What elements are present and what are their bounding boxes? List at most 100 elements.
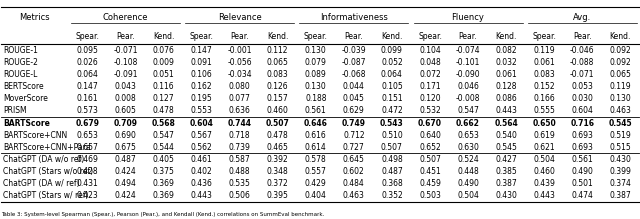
Text: 0.080: 0.080	[229, 82, 251, 91]
Text: 0.460: 0.460	[533, 167, 555, 176]
Text: 0.653: 0.653	[77, 131, 99, 140]
Text: 0.604: 0.604	[189, 118, 214, 127]
Text: 0.463: 0.463	[343, 191, 365, 200]
Text: 0.716: 0.716	[570, 118, 594, 127]
Text: 0.469: 0.469	[77, 155, 99, 164]
Text: 0.488: 0.488	[229, 167, 250, 176]
Text: 0.051: 0.051	[153, 70, 175, 79]
Text: 0.089: 0.089	[305, 70, 326, 79]
Text: 0.504: 0.504	[457, 191, 479, 200]
Text: -0.056: -0.056	[227, 58, 252, 67]
Text: 0.460: 0.460	[267, 106, 289, 115]
Text: 0.630: 0.630	[457, 143, 479, 152]
Text: -0.087: -0.087	[342, 58, 366, 67]
Text: 0.555: 0.555	[533, 106, 555, 115]
Text: 0.636: 0.636	[228, 106, 251, 115]
Text: -0.101: -0.101	[456, 58, 480, 67]
Text: 0.515: 0.515	[609, 143, 631, 152]
Text: 0.369: 0.369	[152, 191, 175, 200]
Text: ROUGE-2: ROUGE-2	[3, 58, 38, 67]
Text: 0.130: 0.130	[305, 46, 326, 55]
Text: 0.690: 0.690	[115, 131, 136, 140]
Text: 0.545: 0.545	[609, 118, 632, 127]
Text: 0.650: 0.650	[532, 118, 556, 127]
Text: 0.657: 0.657	[77, 143, 99, 152]
Text: 0.152: 0.152	[533, 82, 555, 91]
Text: 0.387: 0.387	[495, 179, 517, 188]
Text: 0.045: 0.045	[343, 94, 365, 103]
Text: 0.147: 0.147	[77, 82, 99, 91]
Text: 0.099: 0.099	[381, 46, 403, 55]
Text: 0.573: 0.573	[77, 106, 99, 115]
Text: 0.126: 0.126	[267, 82, 289, 91]
Text: 0.557: 0.557	[305, 167, 327, 176]
Text: 0.679: 0.679	[76, 118, 99, 127]
Text: 0.498: 0.498	[381, 155, 403, 164]
Text: 0.064: 0.064	[381, 70, 403, 79]
Text: 0.675: 0.675	[115, 143, 136, 152]
Text: 0.157: 0.157	[267, 94, 289, 103]
Text: 0.082: 0.082	[495, 46, 517, 55]
Text: ChatGPT (Stars w/ ref): ChatGPT (Stars w/ ref)	[3, 191, 89, 200]
Text: 0.487: 0.487	[115, 155, 136, 164]
Text: Fluency: Fluency	[452, 13, 484, 22]
Text: -0.068: -0.068	[342, 70, 366, 79]
Text: Spear.: Spear.	[304, 32, 328, 41]
Text: BARTScore+CNN+Para: BARTScore+CNN+Para	[3, 143, 91, 152]
Text: 0.506: 0.506	[228, 191, 251, 200]
Text: -0.074: -0.074	[456, 46, 481, 55]
Text: 0.693: 0.693	[572, 131, 593, 140]
Text: 0.166: 0.166	[533, 94, 555, 103]
Text: Informativeness: Informativeness	[320, 13, 388, 22]
Text: -0.034: -0.034	[227, 70, 252, 79]
Text: 0.092: 0.092	[609, 46, 631, 55]
Text: Kend.: Kend.	[609, 32, 631, 41]
Text: 0.130: 0.130	[305, 82, 326, 91]
Text: 0.501: 0.501	[572, 179, 593, 188]
Text: 0.404: 0.404	[305, 191, 327, 200]
Text: 0.092: 0.092	[609, 58, 631, 67]
Text: 0.104: 0.104	[419, 46, 441, 55]
Text: 0.561: 0.561	[572, 155, 593, 164]
Text: -0.039: -0.039	[342, 46, 366, 55]
Text: 0.428: 0.428	[77, 167, 99, 176]
Text: 0.490: 0.490	[572, 167, 593, 176]
Text: Pear.: Pear.	[573, 32, 591, 41]
Text: Spear.: Spear.	[418, 32, 442, 41]
Text: 0.640: 0.640	[419, 131, 441, 140]
Text: 0.423: 0.423	[77, 191, 99, 200]
Text: 0.429: 0.429	[305, 179, 326, 188]
Text: 0.507: 0.507	[266, 118, 290, 127]
Text: 0.568: 0.568	[152, 118, 175, 127]
Text: 0.727: 0.727	[343, 143, 365, 152]
Text: 0.044: 0.044	[343, 82, 365, 91]
Text: 0.519: 0.519	[609, 131, 631, 140]
Text: 0.461: 0.461	[191, 155, 212, 164]
Text: 0.424: 0.424	[115, 191, 136, 200]
Text: 0.430: 0.430	[609, 155, 631, 164]
Text: 0.116: 0.116	[153, 82, 174, 91]
Text: Kend.: Kend.	[495, 32, 516, 41]
Text: 0.127: 0.127	[153, 94, 174, 103]
Text: 0.431: 0.431	[77, 179, 99, 188]
Text: 0.424: 0.424	[115, 167, 136, 176]
Text: 0.348: 0.348	[267, 167, 289, 176]
Text: 0.065: 0.065	[267, 58, 289, 67]
Text: 0.463: 0.463	[609, 106, 631, 115]
Text: 0.553: 0.553	[191, 106, 212, 115]
Text: Coherence: Coherence	[103, 13, 148, 22]
Text: 0.368: 0.368	[381, 179, 403, 188]
Text: 0.535: 0.535	[228, 179, 251, 188]
Text: 0.564: 0.564	[494, 118, 518, 127]
Text: Metrics: Metrics	[19, 13, 50, 22]
Text: 0.064: 0.064	[77, 70, 99, 79]
Text: Pear.: Pear.	[459, 32, 477, 41]
Text: ChatGPT (DA w/o ref): ChatGPT (DA w/o ref)	[3, 155, 84, 164]
Text: 0.459: 0.459	[419, 179, 441, 188]
Text: Spear.: Spear.	[532, 32, 556, 41]
Text: 0.653: 0.653	[457, 131, 479, 140]
Text: 0.387: 0.387	[609, 191, 631, 200]
Text: 0.427: 0.427	[495, 155, 517, 164]
Text: 0.547: 0.547	[457, 106, 479, 115]
Text: 0.602: 0.602	[343, 167, 365, 176]
